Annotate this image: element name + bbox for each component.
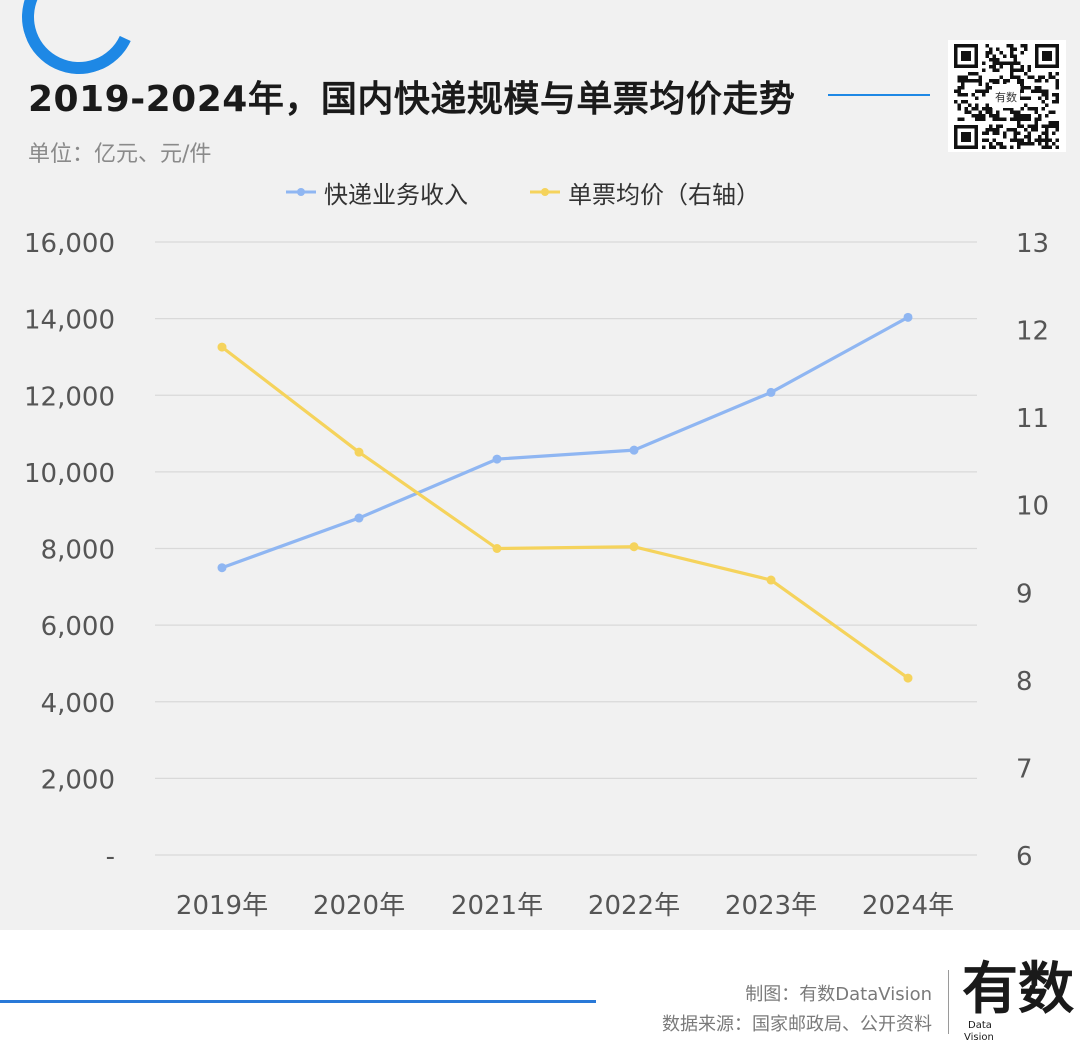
- legend-item-revenue[interactable]: 快递业务收入: [284, 172, 468, 212]
- data-point-revenue: [492, 454, 502, 464]
- x-tick-label: 2020年: [313, 891, 405, 921]
- x-tick-label: 2022年: [588, 891, 680, 921]
- data-point-price: [217, 342, 227, 352]
- series-line-revenue: [221, 315, 909, 570]
- data-point-revenue: [354, 513, 364, 523]
- title-divider: [828, 94, 930, 96]
- y-left-tick-label: 8,000: [41, 536, 115, 566]
- x-tick-label: 2024年: [862, 891, 954, 921]
- y-left-tick-label: 12,000: [24, 382, 115, 412]
- series-line-price: [221, 345, 909, 680]
- y-left-tick-label: 10,000: [24, 459, 115, 489]
- data-point-revenue: [766, 387, 776, 397]
- x-tick-label: 2019年: [176, 891, 268, 921]
- data-point-price: [492, 544, 502, 553]
- logo-divider: [948, 970, 949, 1034]
- y-left-tick-label: 14,000: [24, 306, 115, 336]
- y-left-tick-label: 2,000: [41, 765, 115, 795]
- qr-center-label: 有数: [995, 90, 1017, 104]
- unit-label: 单位：亿元、元/件: [28, 142, 212, 167]
- y-right-tick-label: 12: [1016, 317, 1049, 347]
- data-point-price: [903, 673, 913, 683]
- data-source: 数据来源：国家邮政局、公开资料: [662, 1014, 932, 1035]
- chart-legend: 快递业务收入 单票均价（右轴）: [0, 172, 1080, 212]
- footer: [0, 930, 1080, 1046]
- logo-subtext-vision: Vision: [964, 1032, 994, 1043]
- data-point-revenue: [903, 312, 913, 322]
- legend-label-revenue: 快递业务收入: [324, 180, 468, 209]
- qr-code[interactable]: 有数: [948, 40, 1066, 152]
- data-point-revenue: [629, 445, 639, 455]
- y-right-tick-label: 7: [1016, 754, 1033, 784]
- line-chart: - 2,000 4,000 6,000 8,000 10,000 12,000 14,000 1…: [24, 229, 1049, 921]
- qr-code-icon: 有数: [954, 44, 1059, 149]
- data-point-price: [629, 542, 639, 552]
- legend-line-revenue-icon: [286, 188, 316, 196]
- chart-card: 2019-2024年，国内快递规模与单票均价走势 单位：亿元、元/件 有数 快递…: [0, 0, 1080, 921]
- chart-credit: 制图：有数DataVision: [745, 984, 932, 1005]
- legend-item-price[interactable]: 单票均价（右轴）: [528, 172, 760, 212]
- x-tick-label: 2021年: [451, 891, 543, 921]
- y-right-tick-label: 9: [1016, 579, 1033, 609]
- data-point-price: [766, 575, 776, 585]
- data-point-revenue: [217, 563, 227, 573]
- y-right-tick-label: 8: [1016, 667, 1033, 697]
- footer-divider: [0, 1000, 596, 1003]
- logo-subtext-data: Data: [968, 1020, 992, 1031]
- y-right-tick-label: 11: [1016, 404, 1049, 434]
- y-left-tick-label: 4,000: [41, 689, 115, 719]
- page-title: 2019-2024年，国内快递规模与单票均价走势: [28, 79, 796, 120]
- y-right-tick-label: 10: [1016, 492, 1049, 522]
- y-left-tick-label: 6,000: [41, 612, 115, 642]
- brand-logo: 有数 Data Vision: [960, 958, 1074, 1044]
- legend-line-price-icon: [530, 188, 560, 196]
- x-tick-label: 2023年: [725, 891, 817, 921]
- y-right-tick-label: 6: [1016, 842, 1033, 872]
- data-point-price: [354, 447, 364, 457]
- y-left-tick-label: -: [106, 842, 115, 872]
- y-right-tick-label: 13: [1016, 229, 1049, 259]
- y-left-tick-label: 16,000: [24, 229, 115, 259]
- logo-wordmark: 有数: [962, 957, 1074, 1022]
- legend-label-price: 单票均价（右轴）: [568, 180, 760, 209]
